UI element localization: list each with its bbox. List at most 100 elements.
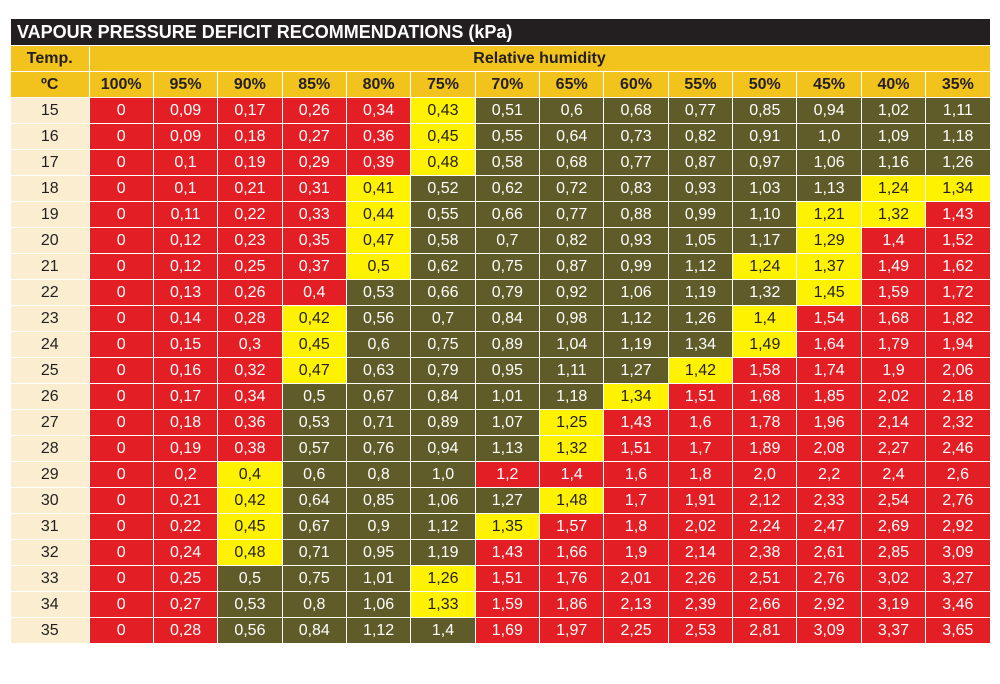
vpd-value-cell: 0,82 (667, 123, 734, 150)
vpd-value-cell: 0,99 (667, 201, 734, 228)
vpd-value-cell: 1,07 (474, 409, 541, 436)
vpd-value-cell: 1,05 (667, 227, 734, 254)
vpd-value-cell: 0,6 (539, 97, 605, 124)
vpd-value-cell: 1,43 (925, 201, 991, 228)
vpd-value-cell: 0,55 (410, 201, 476, 228)
table-row: 23 0 0,14 0,28 0,42 0,56 0,7 0,84 0,98 1,12 1,26 1,… (11, 305, 991, 332)
vpd-value-cell: 1,26 (925, 149, 991, 176)
vpd-value-cell: 0,82 (539, 227, 605, 254)
vpd-value-cell: 3,19 (860, 591, 927, 618)
vpd-value-cell: 1,48 (539, 487, 605, 514)
vpd-value-cell: 0,99 (603, 253, 669, 280)
vpd-value-cell: 0,09 (152, 123, 219, 150)
vpd-value-cell: 1,82 (925, 305, 991, 332)
vpd-value-cell: 1,49 (860, 253, 927, 280)
vpd-value-cell: 0 (88, 383, 154, 410)
vpd-value-cell: 0,93 (667, 175, 734, 202)
table-row: 15 0 0,09 0,17 0,26 0,34 0,43 0,51 0,6 0,68 0,77 0,… (11, 97, 991, 124)
humidity-column-header: 50% (732, 71, 798, 98)
vpd-value-cell: 0 (88, 487, 154, 514)
vpd-value-cell: 1,76 (539, 565, 605, 592)
vpd-value-cell: 1,06 (410, 487, 476, 514)
vpd-value-cell: 1,04 (539, 331, 605, 358)
vpd-value-cell: 0 (88, 305, 154, 332)
vpd-value-cell: 0,68 (539, 149, 605, 176)
vpd-value-cell: 0 (88, 591, 154, 618)
vpd-value-cell: 0,53 (281, 409, 347, 436)
vpd-value-cell: 1,01 (345, 565, 412, 592)
vpd-value-cell: 2,76 (925, 487, 991, 514)
vpd-value-cell: 2,12 (732, 487, 798, 514)
vpd-value-cell: 0 (88, 461, 154, 488)
vpd-value-cell: 0,42 (217, 487, 283, 514)
table-row: 22 0 0,13 0,26 0,4 0,53 0,66 0,79 0,92 1,06 1,19 1,… (11, 279, 991, 306)
vpd-value-cell: 1,0 (796, 123, 862, 150)
vpd-value-cell: 1,51 (474, 565, 541, 592)
vpd-value-cell: 1,8 (667, 461, 734, 488)
vpd-value-cell: 1,68 (860, 305, 927, 332)
vpd-value-cell: 0 (88, 513, 154, 540)
humidity-column-header: 35% (925, 71, 991, 98)
vpd-value-cell: 0,25 (152, 565, 219, 592)
vpd-value-cell: 0,47 (345, 227, 412, 254)
vpd-value-cell: 3,09 (925, 539, 991, 566)
vpd-value-cell: 0,57 (281, 435, 347, 462)
vpd-value-cell: 1,12 (410, 513, 476, 540)
vpd-value-cell: 0,67 (345, 383, 412, 410)
vpd-value-cell: 2,06 (925, 357, 991, 384)
vpd-value-cell: 1,34 (603, 383, 669, 410)
vpd-value-cell: 1,86 (539, 591, 605, 618)
vpd-value-cell: 0 (88, 253, 154, 280)
vpd-value-cell: 1,58 (732, 357, 798, 384)
vpd-value-cell: 0,44 (345, 201, 412, 228)
vpd-value-cell: 1,32 (860, 201, 927, 228)
vpd-value-cell: 0,8 (345, 461, 412, 488)
vpd-value-cell: 0,56 (345, 305, 412, 332)
vpd-value-cell: 0,67 (281, 513, 347, 540)
vpd-value-cell: 0,4 (217, 461, 283, 488)
vpd-value-cell: 2,54 (860, 487, 927, 514)
vpd-value-cell: 1,68 (732, 383, 798, 410)
vpd-value-cell: 1,64 (796, 331, 862, 358)
vpd-value-cell: 1,12 (667, 253, 734, 280)
table-row: 30 0 0,21 0,42 0,64 0,85 1,06 1,27 1,48 1,7 1,91 2,… (11, 487, 991, 514)
vpd-value-cell: 1,18 (539, 383, 605, 410)
vpd-value-cell: 2,02 (667, 513, 734, 540)
vpd-value-cell: 1,94 (925, 331, 991, 358)
vpd-value-cell: 2,01 (603, 565, 669, 592)
vpd-value-cell: 0,75 (410, 331, 476, 358)
vpd-value-cell: 1,0 (410, 461, 476, 488)
humidity-column-header: 90% (217, 71, 283, 98)
temperature-cell: 18 (11, 175, 90, 202)
vpd-value-cell: 0,9 (345, 513, 412, 540)
vpd-value-cell: 0,48 (217, 539, 283, 566)
vpd-value-cell: 0,31 (281, 175, 347, 202)
table-row: 17 0 0,1 0,19 0,29 0,39 0,48 0,58 0,68 0,77 0,87 0,… (11, 149, 991, 176)
vpd-value-cell: 0,85 (732, 97, 798, 124)
vpd-value-cell: 0,94 (796, 97, 862, 124)
vpd-value-cell: 1,24 (732, 253, 798, 280)
unit-label: ºC (11, 71, 90, 98)
table-row: 27 0 0,18 0,36 0,53 0,71 0,89 1,07 1,25 1,43 1,6 1,… (11, 409, 991, 436)
temperature-cell: 24 (11, 331, 90, 358)
temperature-cell: 25 (11, 357, 90, 384)
vpd-value-cell: 0,6 (281, 461, 347, 488)
vpd-value-cell: 2,38 (732, 539, 798, 566)
vpd-value-cell: 3,02 (860, 565, 927, 592)
vpd-value-cell: 0,55 (474, 123, 541, 150)
vpd-value-cell: 1,32 (732, 279, 798, 306)
vpd-value-cell: 0,1 (152, 149, 219, 176)
vpd-value-cell: 1,2 (474, 461, 541, 488)
humidity-column-header: 95% (152, 71, 219, 98)
vpd-value-cell: 1,66 (539, 539, 605, 566)
vpd-value-cell: 0,58 (410, 227, 476, 254)
vpd-value-cell: 2,66 (732, 591, 798, 618)
vpd-value-cell: 0,66 (410, 279, 476, 306)
vpd-value-cell: 0,88 (603, 201, 669, 228)
vpd-value-cell: 0,73 (603, 123, 669, 150)
temperature-cell: 31 (11, 513, 90, 540)
vpd-value-cell: 0,38 (217, 435, 283, 462)
vpd-value-cell: 0,84 (474, 305, 541, 332)
vpd-value-cell: 0,68 (603, 97, 669, 124)
vpd-value-cell: 2,26 (667, 565, 734, 592)
